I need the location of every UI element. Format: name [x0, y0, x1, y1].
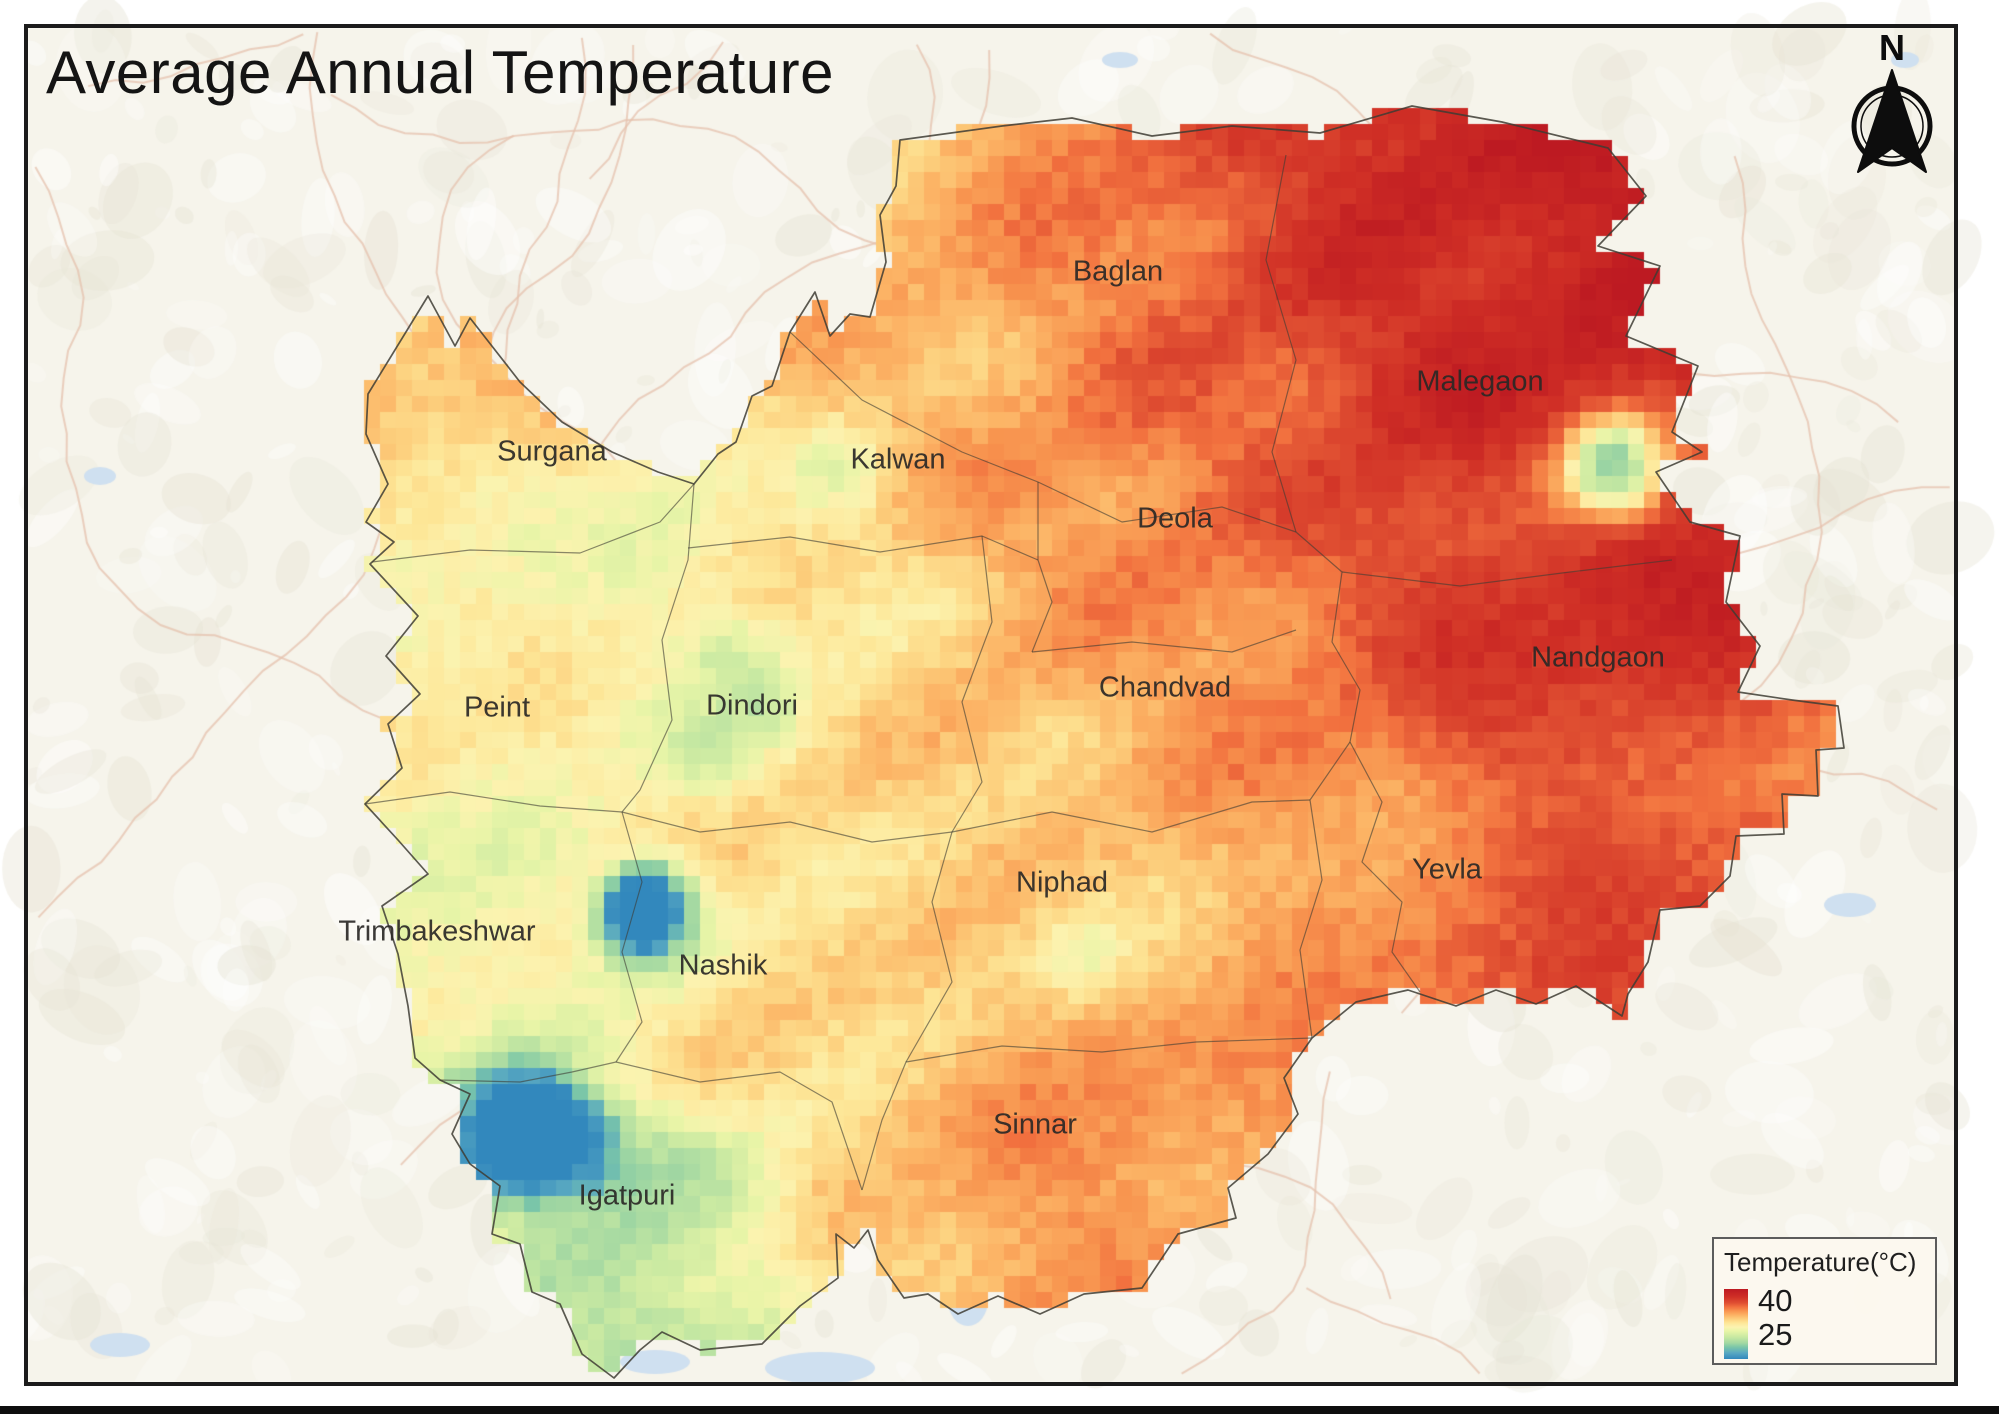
map-title: Average Annual Temperature: [46, 39, 834, 106]
taluka-label-nashik: Nashik: [678, 949, 768, 982]
north-arrow: N: [1836, 30, 1948, 180]
legend-min-value: 25: [1758, 1317, 1793, 1352]
taluka-label-kalwan: Kalwan: [850, 443, 946, 476]
compass-icon: [1851, 69, 1933, 173]
legend-max-value: 40: [1758, 1283, 1793, 1318]
taluka-label-yevla: Yevla: [1412, 853, 1482, 886]
taluka-label-peint: Peint: [463, 691, 531, 724]
taluka-label-baglan: Baglan: [1072, 255, 1164, 288]
taluka-label-nandgaon: Nandgaon: [1531, 641, 1665, 674]
taluka-label-surgana: Surgana: [497, 435, 607, 468]
taluka-label-igatpuri: Igatpuri: [578, 1179, 676, 1212]
legend-color-ramp: [1724, 1289, 1748, 1359]
taluka-label-trimbakeshwar: Trimbakeshwar: [338, 915, 536, 948]
legend: Temperature(°C) 40 25: [1712, 1237, 1937, 1365]
taluka-label-deola: Deola: [1137, 502, 1213, 535]
north-label: N: [1879, 27, 1905, 68]
taluka-label-chandvad: Chandvad: [1098, 671, 1232, 704]
taluka-label-sinnar: Sinnar: [993, 1108, 1077, 1141]
bottom-divider: [0, 1406, 1999, 1414]
taluka-label-niphad: Niphad: [1016, 866, 1108, 899]
taluka-label-dindori: Dindori: [706, 689, 798, 722]
legend-title: Temperature(°C): [1724, 1247, 1917, 1277]
taluka-label-malegaon: Malegaon: [1416, 365, 1544, 398]
